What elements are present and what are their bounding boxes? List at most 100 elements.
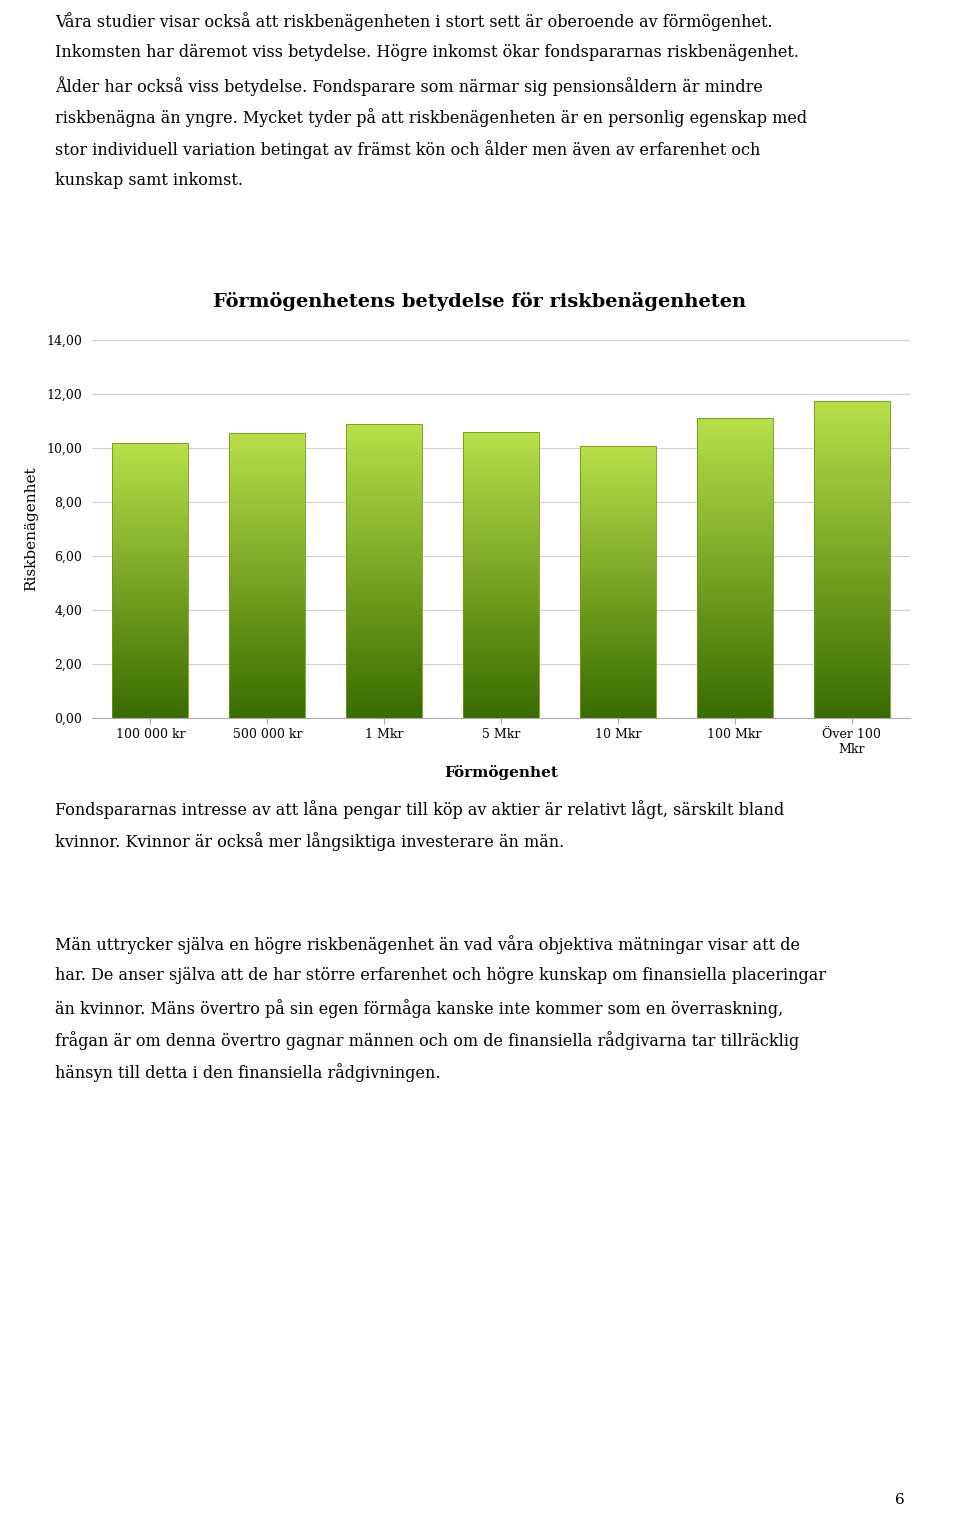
Bar [813,543,890,544]
Bar [813,684,890,687]
Bar [813,606,890,607]
Bar [813,507,890,509]
Bar [813,496,890,498]
Text: kvinnor. Kvinnor är också mer långsiktiga investerare än män.: kvinnor. Kvinnor är också mer långsiktig… [55,832,564,851]
Bar [813,573,890,575]
Bar [813,506,890,507]
Bar [813,589,890,590]
Bar [813,638,890,639]
Bar [813,549,890,550]
Bar [813,601,890,603]
Bar [813,642,890,644]
Bar [813,563,890,564]
Bar [813,583,890,584]
Bar [813,481,890,483]
Bar [813,709,890,710]
Bar [813,421,890,423]
Bar [813,556,890,558]
Bar [813,705,890,707]
Bar [813,699,890,701]
Text: har. De anser själva att de har större erfarenhet och högre kunskap om finansiel: har. De anser själva att de har större e… [55,967,826,984]
Bar [813,644,890,646]
Bar [813,702,890,704]
Bar [813,466,890,467]
Bar [813,547,890,549]
Bar [813,630,890,632]
Bar [813,500,890,501]
Bar [813,612,890,613]
Bar [813,413,890,415]
Bar [813,647,890,649]
Bar [813,490,890,492]
Bar [813,553,890,555]
Bar [813,635,890,638]
Bar [813,455,890,456]
Bar [813,456,890,458]
Bar [813,672,890,673]
Bar [813,453,890,455]
Bar [813,704,890,705]
Text: Våra studier visar också att riskbenägenheten i stort sett är oberoende av förmö: Våra studier visar också att riskbenägen… [55,12,773,31]
Bar [813,609,890,610]
Bar [813,659,890,661]
Bar [813,469,890,470]
Bar [813,484,890,486]
Bar [813,692,890,693]
Bar [813,437,890,440]
Bar [813,559,890,561]
Bar [813,561,890,563]
Bar [813,430,890,432]
Bar [813,670,890,672]
Bar [813,516,890,518]
Bar [813,641,890,642]
Text: stor individuell variation betingat av främst kön och ålder men även av erfarenh: stor individuell variation betingat av f… [55,140,760,158]
Bar [813,533,890,535]
Bar [813,418,890,420]
Bar [813,626,890,627]
Bar [813,518,890,520]
Bar [813,676,890,678]
Bar [813,569,890,570]
Bar [813,463,890,464]
Text: Fondspararnas intresse av att låna pengar till köp av aktier är relativt lågt, s: Fondspararnas intresse av att låna penga… [55,799,784,819]
Text: Ålder har också viss betydelse. Fondsparare som närmar sig pensionsåldern är min: Ålder har också viss betydelse. Fondspar… [55,75,763,95]
Bar [813,473,890,475]
Bar [813,475,890,476]
Bar [813,403,890,404]
Bar [813,667,890,669]
Bar [813,681,890,682]
Bar [813,652,890,653]
Bar [813,452,890,453]
Bar [813,632,890,633]
Bar [813,539,890,541]
Bar [813,535,890,536]
Y-axis label: Riskbenägenhet: Riskbenägenhet [24,467,38,592]
Bar [813,604,890,606]
Bar [813,433,890,435]
Bar [813,656,890,658]
Bar [813,521,890,523]
Bar [813,440,890,441]
Bar [813,449,890,450]
Bar [813,558,890,559]
Bar [813,524,890,526]
Bar [813,698,890,699]
Bar [813,616,890,618]
Bar [813,679,890,681]
Bar [813,693,890,695]
Bar [813,567,890,569]
Bar [813,529,890,530]
Bar [813,410,890,412]
Bar [813,610,890,612]
Bar [813,509,890,510]
Bar [813,695,890,696]
Bar [813,480,890,481]
Bar [813,696,890,698]
Bar [813,627,890,629]
Bar [813,566,890,567]
Bar [813,687,890,689]
Bar [463,432,539,718]
Bar [813,662,890,664]
Bar [813,624,890,626]
Bar [813,664,890,666]
